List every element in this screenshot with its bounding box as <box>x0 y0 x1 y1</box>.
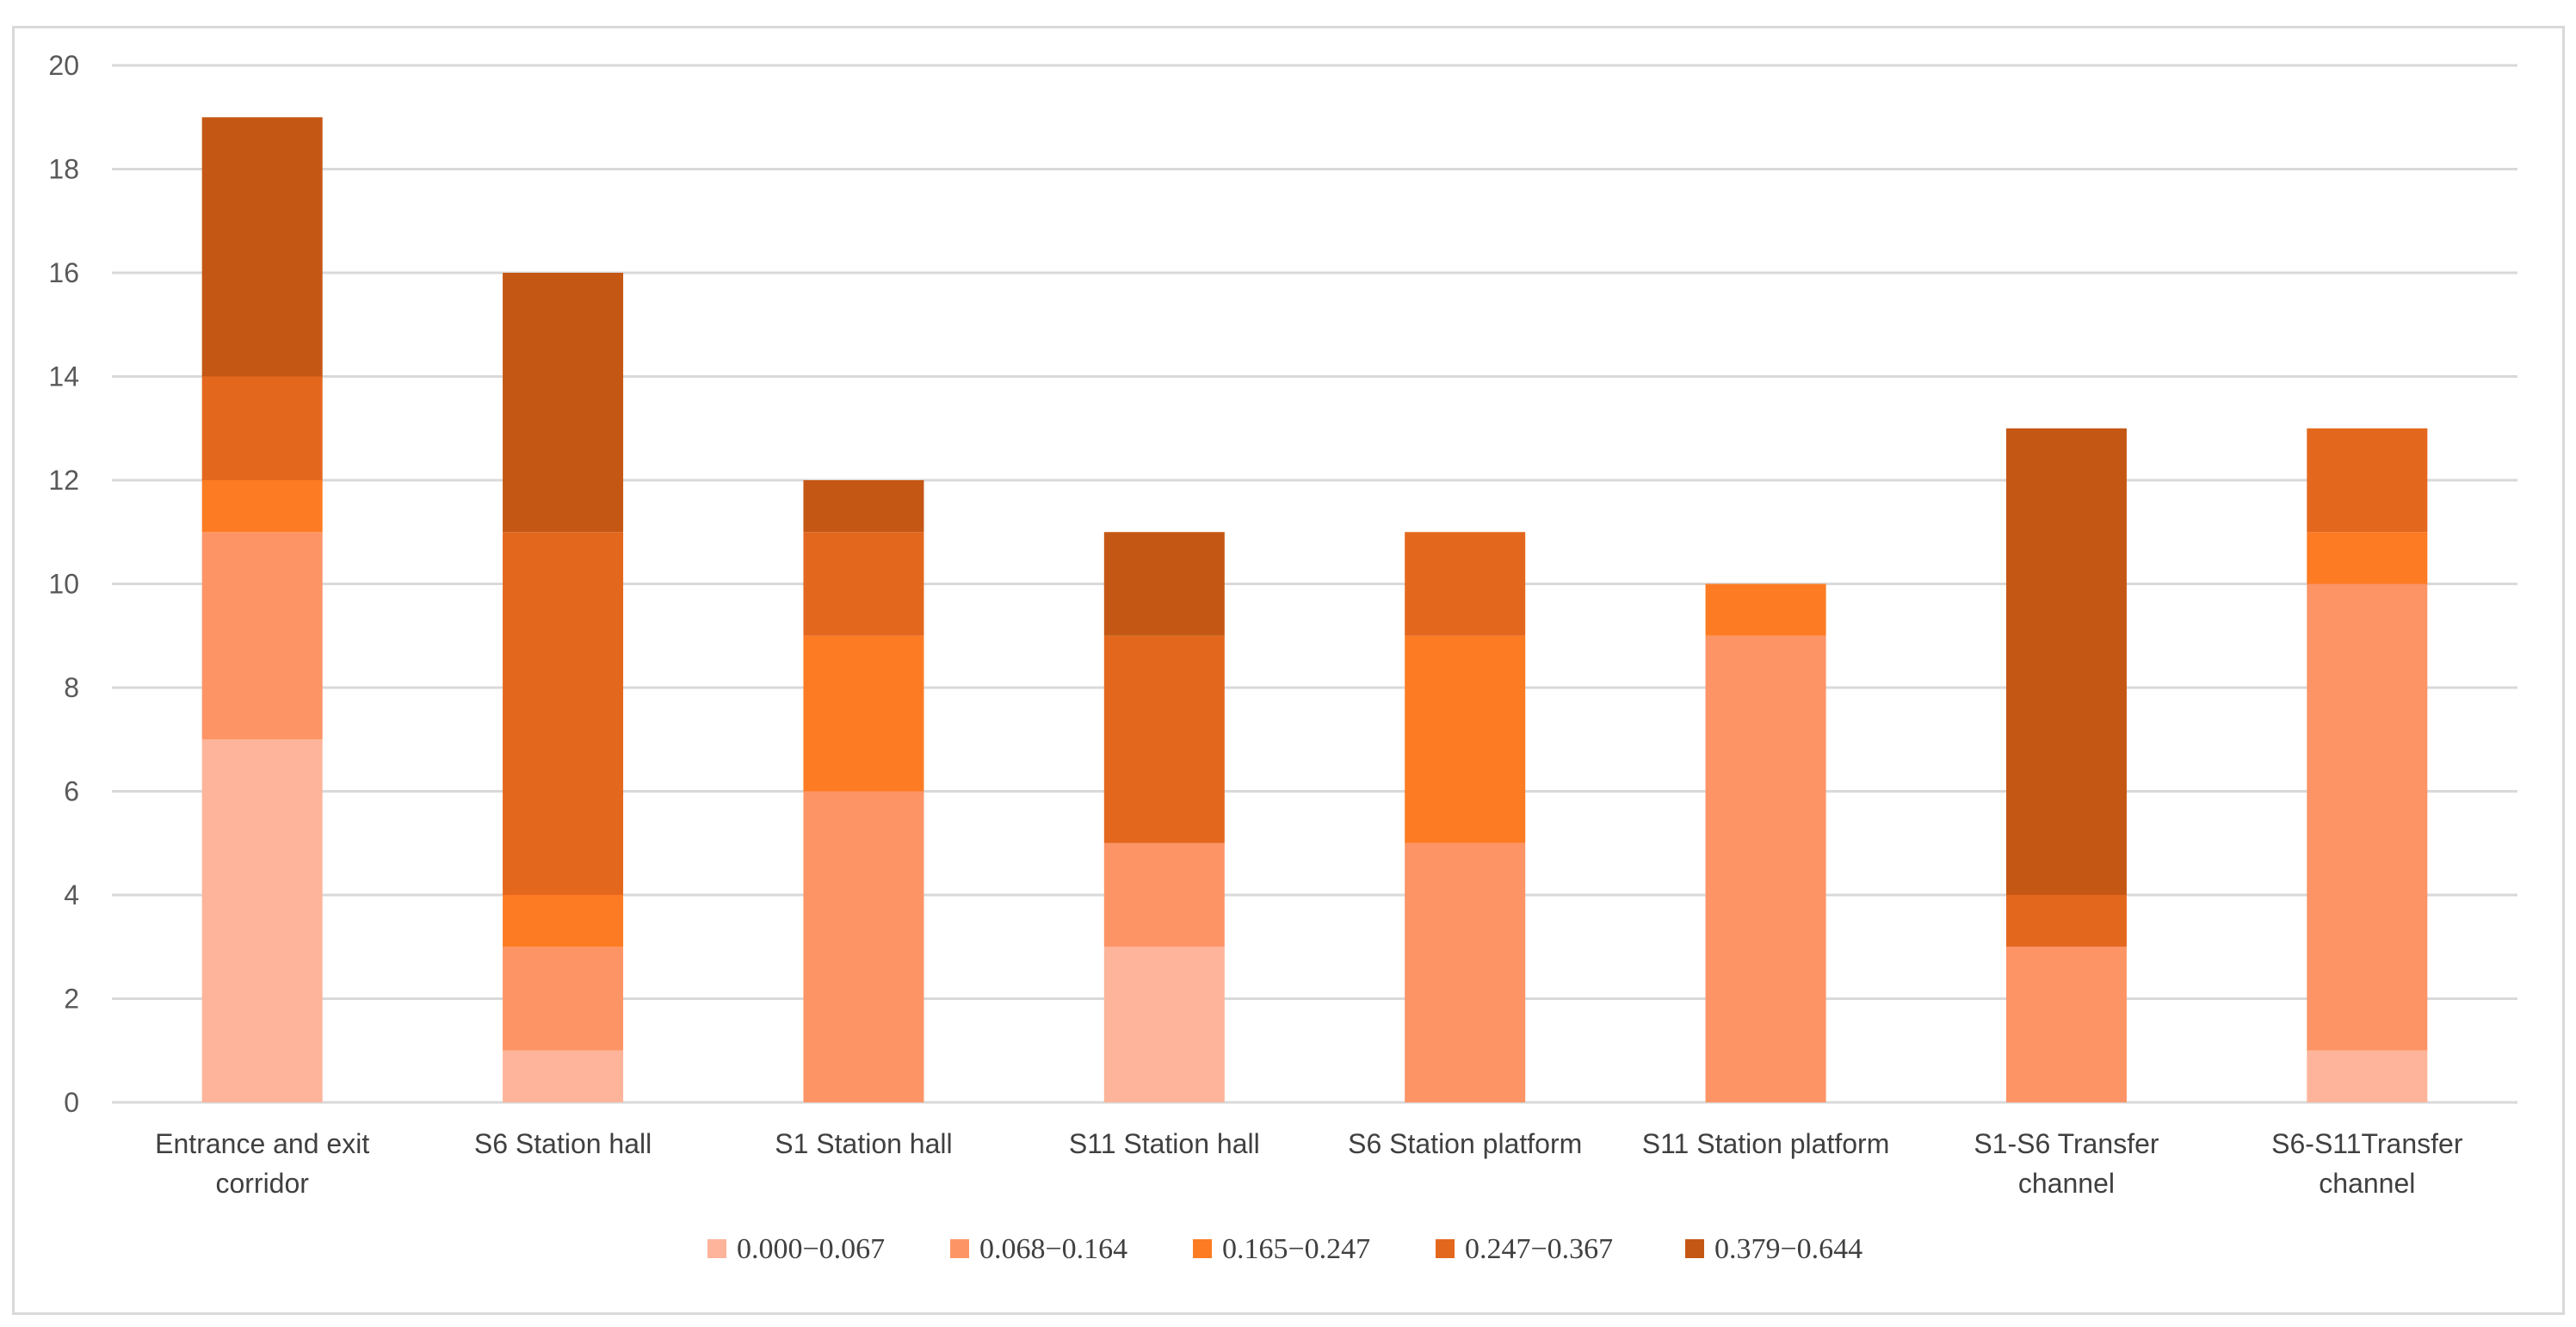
bar-segment <box>503 532 624 895</box>
bar-segment <box>2005 947 2127 1102</box>
x-tick-label: S11 Station platform <box>1642 1128 1890 1159</box>
y-tick-label: 2 <box>64 984 79 1015</box>
legend-swatch <box>950 1239 969 1258</box>
bar-segment <box>201 117 323 377</box>
bar-segment <box>201 480 323 533</box>
legend-swatch <box>1436 1239 1455 1258</box>
bar-segment <box>2307 1050 2428 1102</box>
bar-segment <box>503 895 624 947</box>
x-tick-label: corridor <box>215 1168 309 1199</box>
bar-segment <box>2005 895 2127 947</box>
y-tick-label: 8 <box>64 672 79 703</box>
x-tick-label: S6-S11Transfer <box>2271 1128 2463 1159</box>
x-tick-label: channel <box>2018 1168 2115 1199</box>
y-tick-label: 0 <box>64 1087 79 1118</box>
bar-segment <box>2307 532 2428 584</box>
legend-label: 0.068−0.164 <box>979 1233 1127 1265</box>
x-tick-label: S6 Station platform <box>1348 1128 1582 1159</box>
y-tick-label: 18 <box>48 154 79 185</box>
x-tick-label: Entrance and exit <box>155 1128 369 1159</box>
bar-segment <box>503 273 624 533</box>
legend-swatch <box>1193 1239 1212 1258</box>
bar-segment <box>1405 532 1526 636</box>
bar-segment <box>1103 635 1225 843</box>
y-tick-label: 10 <box>48 569 79 600</box>
bar-segment <box>1405 635 1526 843</box>
legend-label: 0.379−0.644 <box>1714 1233 1863 1265</box>
bar-segment <box>803 532 924 636</box>
bar-segment <box>2005 428 2127 895</box>
y-tick-label: 16 <box>48 257 79 288</box>
bar-segment <box>803 480 924 533</box>
bar-segment <box>2307 428 2428 533</box>
bar-segment <box>1103 842 1225 947</box>
legend-swatch <box>1685 1239 1704 1258</box>
y-tick-label: 4 <box>64 880 79 910</box>
bar-segment <box>803 791 924 1102</box>
x-tick-label: channel <box>2319 1168 2415 1199</box>
x-tick-label: S11 Station hall <box>1069 1128 1260 1159</box>
bar-segment <box>201 532 323 740</box>
bar-segment <box>1103 532 1225 636</box>
bar-segment <box>1705 635 1826 1102</box>
x-tick-label: S6 Station hall <box>474 1128 652 1159</box>
legend-swatch <box>707 1239 726 1258</box>
legend-label: 0.000−0.067 <box>737 1233 885 1265</box>
legend-label: 0.247−0.367 <box>1465 1233 1613 1265</box>
bar-segment <box>803 635 924 792</box>
chart-frame <box>12 26 2565 1315</box>
x-tick-label: S1 Station hall <box>775 1128 952 1159</box>
y-tick-label: 20 <box>48 50 79 81</box>
legend-label: 0.165−0.247 <box>1222 1233 1370 1265</box>
y-tick-label: 6 <box>64 776 79 807</box>
y-tick-label: 12 <box>48 465 79 496</box>
x-tick-label: S1-S6 Transfer <box>1974 1128 2159 1159</box>
bar-segment <box>503 947 624 1051</box>
bar-segment <box>1405 842 1526 1102</box>
bar-segment <box>201 376 323 480</box>
bar-segment <box>1103 947 1225 1102</box>
bar-segment <box>2307 583 2428 1051</box>
bar-segment <box>1705 583 1826 636</box>
bar-segment <box>503 1050 624 1102</box>
y-tick-label: 14 <box>48 361 79 392</box>
bar-segment <box>201 739 323 1102</box>
